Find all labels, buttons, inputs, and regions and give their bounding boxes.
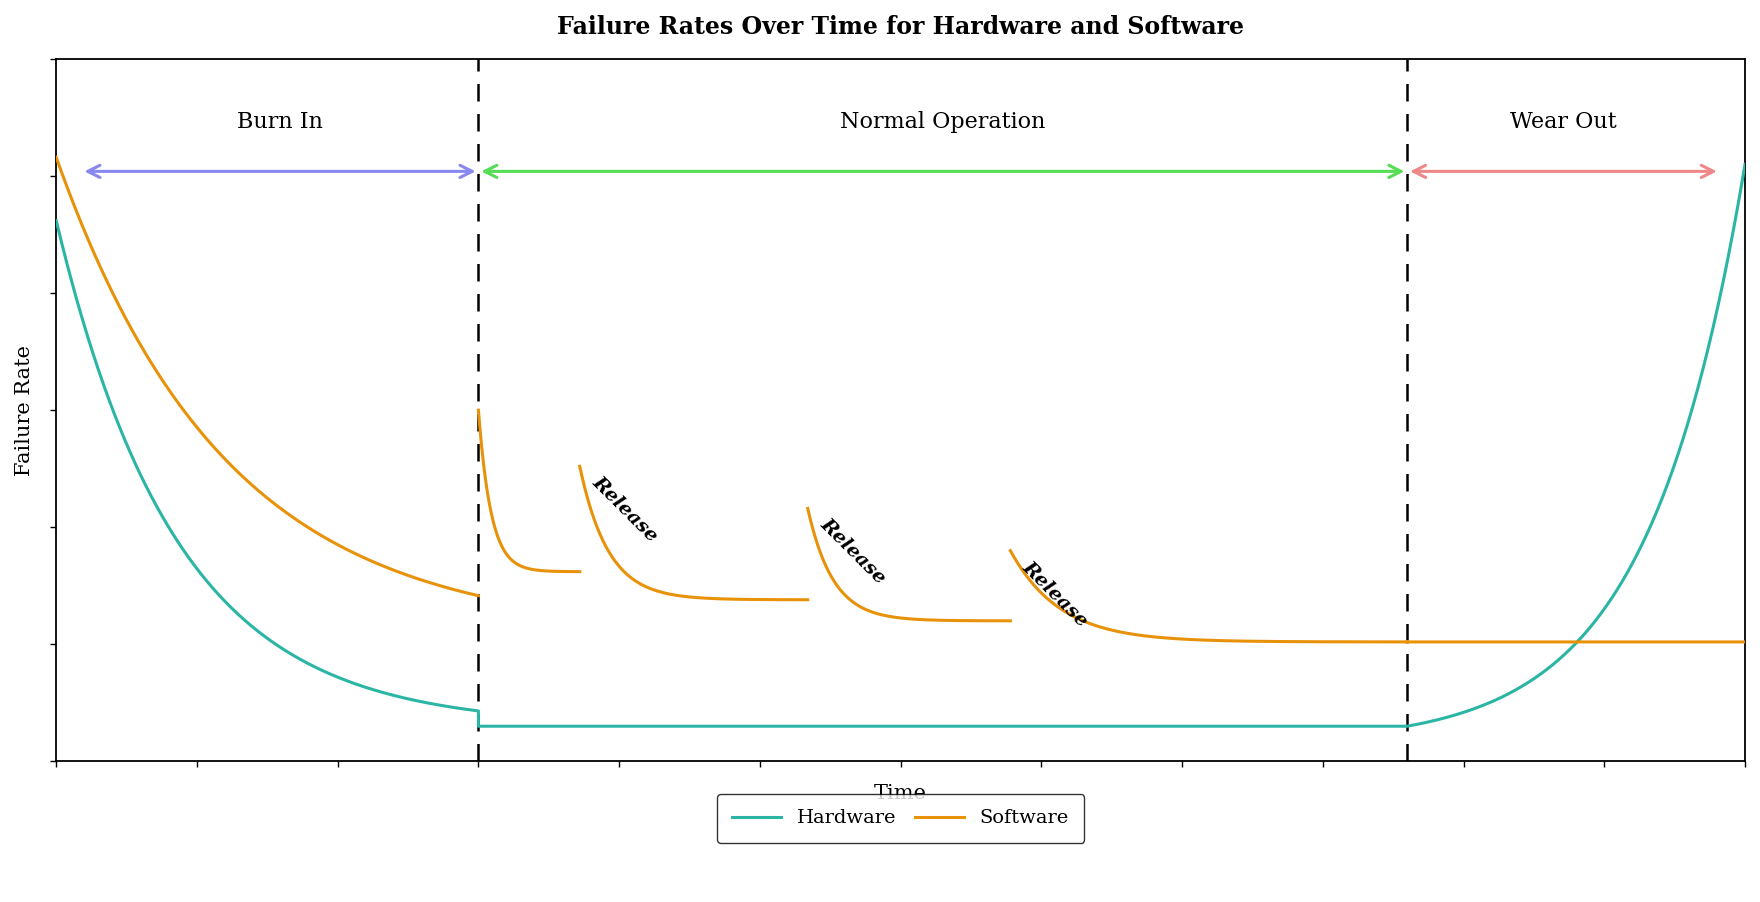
Title: Failure Rates Over Time for Hardware and Software: Failure Rates Over Time for Hardware and… [558,15,1244,39]
Text: Burn In: Burn In [238,111,322,133]
Text: Wear Out: Wear Out [1510,111,1617,133]
Text: Release: Release [588,474,660,546]
X-axis label: Time: Time [875,784,928,803]
Text: Release: Release [1019,557,1091,630]
Text: Release: Release [817,516,889,588]
Y-axis label: Failure Rate: Failure Rate [16,345,33,475]
Text: Normal Operation: Normal Operation [840,111,1045,133]
Legend: Hardware, Software: Hardware, Software [716,794,1084,842]
